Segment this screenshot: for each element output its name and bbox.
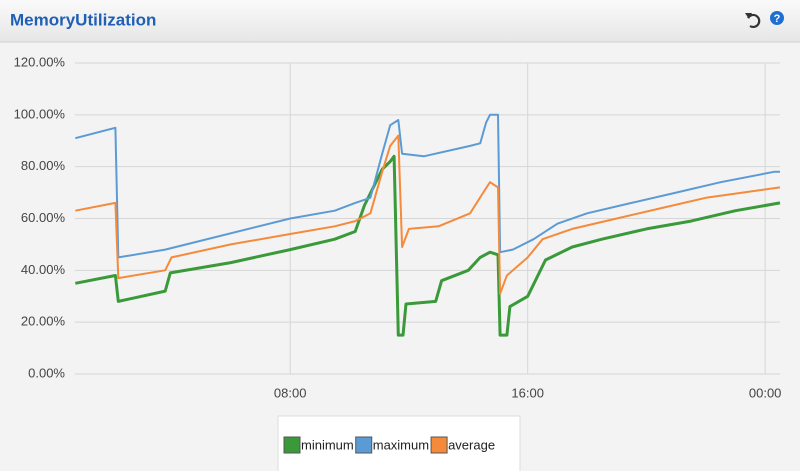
chart-title: MemoryUtilization (10, 10, 156, 29)
svg-text:?: ? (774, 13, 781, 25)
y-tick-label: 20.00% (21, 314, 66, 329)
legend-label: minimum (301, 437, 354, 452)
y-tick-label: 0.00% (28, 365, 65, 380)
header-bar (0, 0, 800, 42)
legend-label: average (448, 437, 495, 452)
legend-label: maximum (373, 437, 429, 452)
series-line (75, 134, 781, 295)
y-tick-label: 60.00% (21, 210, 66, 225)
x-tick-label: 00:00 (749, 385, 782, 400)
x-tick-label: 08:00 (274, 385, 307, 400)
y-tick-label: 120.00% (14, 54, 66, 69)
legend-box (277, 415, 521, 471)
y-tick-label: 40.00% (21, 262, 66, 277)
legend-swatch (355, 436, 373, 454)
legend-swatch (283, 436, 301, 454)
help-icon[interactable]: ? (770, 11, 784, 25)
refresh-icon[interactable] (745, 13, 761, 29)
series-line (75, 113, 780, 259)
legend-swatch (430, 436, 448, 454)
y-tick-label: 100.00% (14, 106, 66, 121)
y-tick-label: 80.00% (21, 158, 66, 173)
x-tick-label: 16:00 (511, 385, 544, 400)
series-line (75, 154, 781, 337)
